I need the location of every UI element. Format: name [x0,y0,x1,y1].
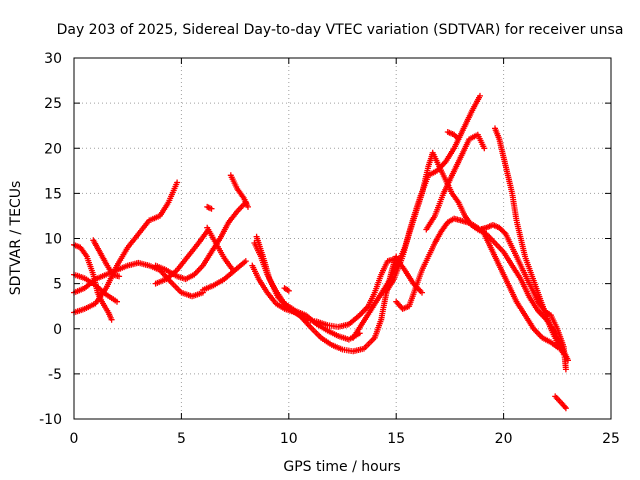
data-point-marker [556,345,563,352]
data-point-marker [116,273,123,280]
data-point-marker [242,258,249,265]
data-point-marker [208,205,215,212]
series-arc-17 [382,92,483,296]
y-tick-label: -5 [48,367,62,383]
series-arc-11 [204,203,215,212]
data-point-marker [108,316,115,323]
data-point-marker [562,366,569,373]
chart-title: Day 203 of 2025, Sidereal Day-to-day VTE… [57,22,624,38]
series-arc-14 [249,255,425,330]
y-tick-label: 0 [53,322,62,338]
series-arc-8 [199,258,249,293]
series-arc-4 [71,259,206,300]
data-point-marker [481,145,488,152]
data-point-marker [230,267,236,274]
data-point-marker [114,298,120,305]
data-point-marker [501,229,508,236]
series-arc-3 [71,179,181,316]
series-arc-2 [71,271,120,305]
series-arc-7 [152,228,211,287]
data-point-marker [560,351,567,357]
series-arc-9 [204,224,236,274]
x-axis-title: GPS time / hours [283,459,400,475]
grid [74,58,611,419]
x-tick-label: 25 [602,431,620,447]
y-tick-label: 30 [44,51,62,67]
data-points [71,92,571,412]
axis-ticks: 0 5 10 15 20 25 -10 -5 0 5 10 15 20 25 30 [39,51,620,447]
y-tick-label: 5 [53,277,62,293]
series-arc-20 [444,129,462,143]
data-point-marker [285,287,292,294]
data-point-marker [174,179,181,186]
series-arc-13 [253,233,400,355]
series-arc-1 [71,241,115,323]
x-tick-label: 15 [387,431,405,447]
data-point-marker [245,203,251,210]
data-point-marker [562,405,569,412]
data-point-marker [455,136,462,143]
series-arc-22 [479,226,563,352]
series-arc-15 [281,285,292,294]
x-tick-label: 10 [280,431,298,447]
series-arc-18 [393,215,569,373]
y-tick-label: 25 [44,96,62,112]
y-tick-label: 15 [44,186,62,202]
y-axis-title: SDTVAR / TECUs [8,181,24,296]
data-point-marker [477,92,483,99]
data-point-marker [419,289,425,296]
x-tick-label: 0 [70,431,79,447]
series-arc-5 [90,237,123,280]
y-tick-label: 10 [44,232,62,248]
y-tick-label: 20 [44,141,62,157]
data-point-marker [565,357,571,364]
x-tick-label: 5 [177,431,186,447]
series-arc-19 [423,131,488,233]
series-arc-10 [227,172,251,210]
x-tick-label: 20 [495,431,513,447]
y-tick-label: -10 [39,412,62,428]
series-arc-23 [552,393,569,412]
